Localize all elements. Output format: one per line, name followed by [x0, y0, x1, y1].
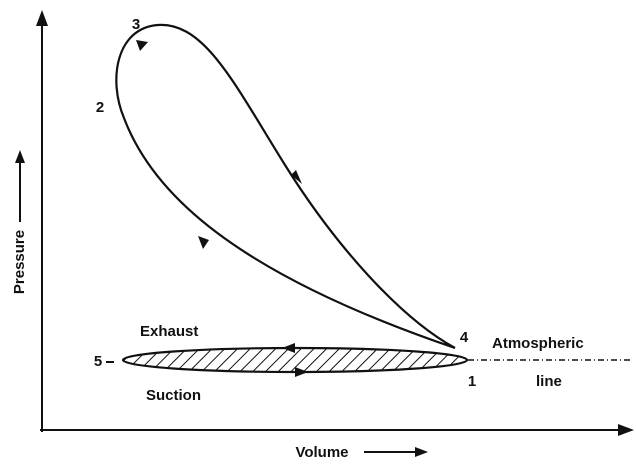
atmospheric-label: line	[536, 373, 562, 390]
stroke-label: Suction	[146, 387, 201, 404]
flow-arrow	[295, 367, 308, 377]
point-label: 5	[94, 353, 102, 370]
y-axis-arrow	[36, 10, 48, 26]
y-axis-label: Pressure	[11, 230, 28, 294]
stroke-label: Exhaust	[140, 323, 198, 340]
y-label-arrowhead	[15, 150, 25, 163]
point-label: 1	[468, 373, 476, 390]
x-axis-arrow	[618, 424, 634, 436]
atmospheric-label: Atmospheric	[492, 335, 584, 352]
x-axis-label: Volume	[295, 444, 348, 461]
flow-arrow	[291, 170, 302, 184]
point-label: 3	[132, 16, 140, 33]
flow-arrow	[282, 343, 295, 353]
flow-arrow	[198, 236, 209, 249]
flow-arrow	[136, 40, 148, 51]
x-label-arrowhead	[415, 447, 428, 457]
point-label: 4	[460, 329, 469, 346]
cycle-loop	[115, 23, 456, 350]
point-label: 2	[96, 99, 104, 116]
